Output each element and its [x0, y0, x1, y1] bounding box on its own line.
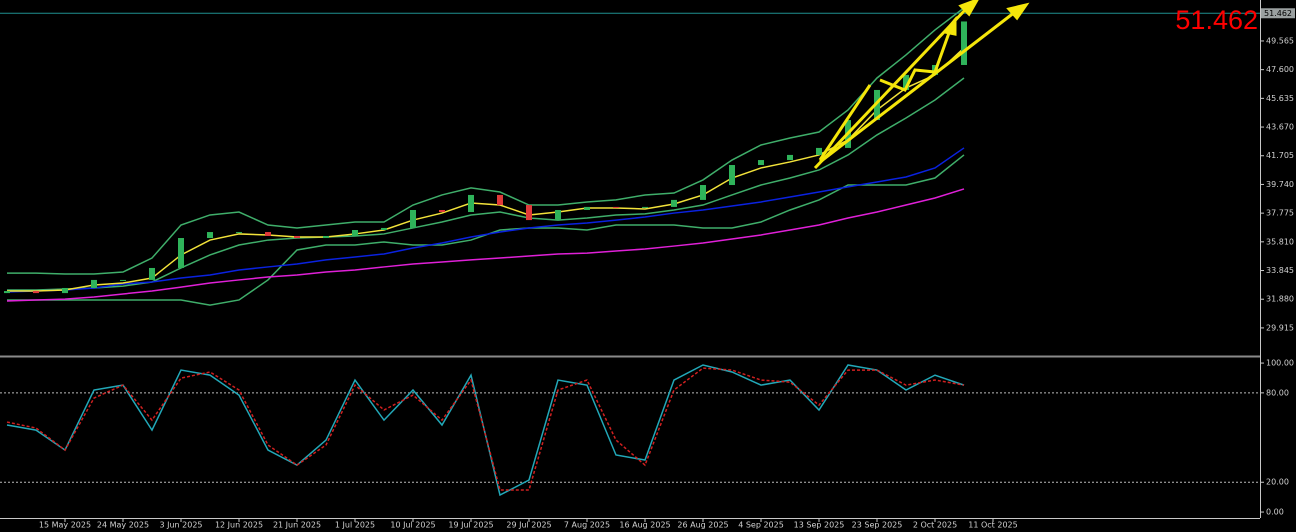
last-price-label: 51.462: [1264, 9, 1292, 18]
y-tick-label: 45.635: [1266, 94, 1294, 103]
arrowhead: [1006, 2, 1030, 21]
x-tick-label: 12 Jun 2025: [215, 521, 263, 530]
indicator-line: [7, 47, 965, 292]
x-tick-label: 23 Sep 2025: [852, 521, 903, 530]
y-tick-label: 37.775: [1266, 209, 1294, 218]
x-tick-label: 11 Oct 2025: [968, 521, 1017, 530]
y-tick-label: 80.00: [1266, 388, 1289, 397]
y-tick-label: 29.915: [1266, 323, 1294, 332]
y-tick-label: 20.00: [1266, 478, 1289, 487]
x-tick-label: 21 Jun 2025: [273, 521, 321, 530]
candle: [729, 165, 735, 186]
y-tick-label: 33.845: [1266, 266, 1294, 275]
candle: [613, 206, 619, 208]
x-tick-label: 10 Jul 2025: [390, 521, 435, 530]
candle: [555, 209, 561, 221]
arrowhead: [958, 0, 979, 17]
x-tick-label: 16 Aug 2025: [619, 521, 670, 530]
candle: [758, 160, 764, 166]
candle: [816, 147, 822, 155]
y-tick-label: 47.600: [1266, 65, 1294, 74]
candle: [497, 194, 503, 206]
candle: [33, 291, 39, 294]
arrow: [819, 10, 1016, 164]
candle: [4, 291, 10, 294]
candle: [903, 74, 909, 90]
y-tick-label: 35.810: [1266, 237, 1294, 246]
candle: [526, 205, 532, 221]
indicator-line: [7, 77, 965, 291]
candle: [381, 227, 387, 230]
x-tick-label: 29 Jul 2025: [506, 521, 551, 530]
candle: [410, 209, 416, 228]
candle: [671, 199, 677, 207]
candle: [961, 21, 967, 65]
arrow: [818, 84, 872, 161]
candle: [294, 235, 300, 239]
candle: [584, 206, 590, 210]
candle: [468, 194, 474, 213]
x-tick-label: 15 May 2025: [39, 521, 91, 530]
x-tick-label: 7 Aug 2025: [564, 521, 610, 530]
y-tick-label: 100.00: [1266, 359, 1294, 368]
candle: [207, 232, 213, 239]
last-price-box: [1261, 8, 1295, 19]
x-tick-label: 4 Sep 2025: [738, 521, 784, 530]
arrowhead: [942, 15, 957, 36]
arrow: [879, 29, 952, 92]
candle: [62, 287, 68, 294]
candle: [236, 232, 242, 234]
candle: [700, 185, 706, 200]
candle: [120, 279, 126, 281]
candle: [149, 267, 155, 280]
y-tick-label: 43.670: [1266, 123, 1294, 132]
indicator-line: [6, 188, 965, 302]
y-tick-label: 0.00: [1266, 508, 1284, 517]
candle: [642, 206, 648, 208]
indicator-line: [7, 7, 965, 275]
candle: [178, 238, 184, 268]
y-tick-label: 41.705: [1266, 151, 1294, 160]
indicator-line: [6, 147, 965, 293]
candle: [874, 89, 880, 121]
x-tick-label: 1 Jul 2025: [335, 521, 375, 530]
y-tick-label: 31.880: [1266, 295, 1294, 304]
x-tick-label: 26 Aug 2025: [677, 521, 728, 530]
candle: [265, 232, 271, 236]
y-tick-label: 39.740: [1266, 180, 1294, 189]
oscillator-line: [6, 367, 965, 491]
trend-arrows: [813, 0, 1030, 170]
x-tick-label: 13 Sep 2025: [794, 521, 845, 530]
candle: [91, 279, 97, 288]
candle: [787, 154, 793, 161]
candle: [323, 235, 329, 239]
candle: [352, 229, 358, 236]
x-tick-label: 19 Jul 2025: [448, 521, 493, 530]
x-tick-label: 3 Jun 2025: [159, 521, 202, 530]
candle: [439, 209, 445, 213]
x-tick-label: 24 May 2025: [97, 521, 149, 530]
x-tick-label: 2 Oct 2025: [913, 521, 957, 530]
y-tick-label: 49.565: [1266, 36, 1294, 45]
arrow: [813, 8, 967, 170]
last-price-big: 51.462: [1175, 5, 1258, 35]
